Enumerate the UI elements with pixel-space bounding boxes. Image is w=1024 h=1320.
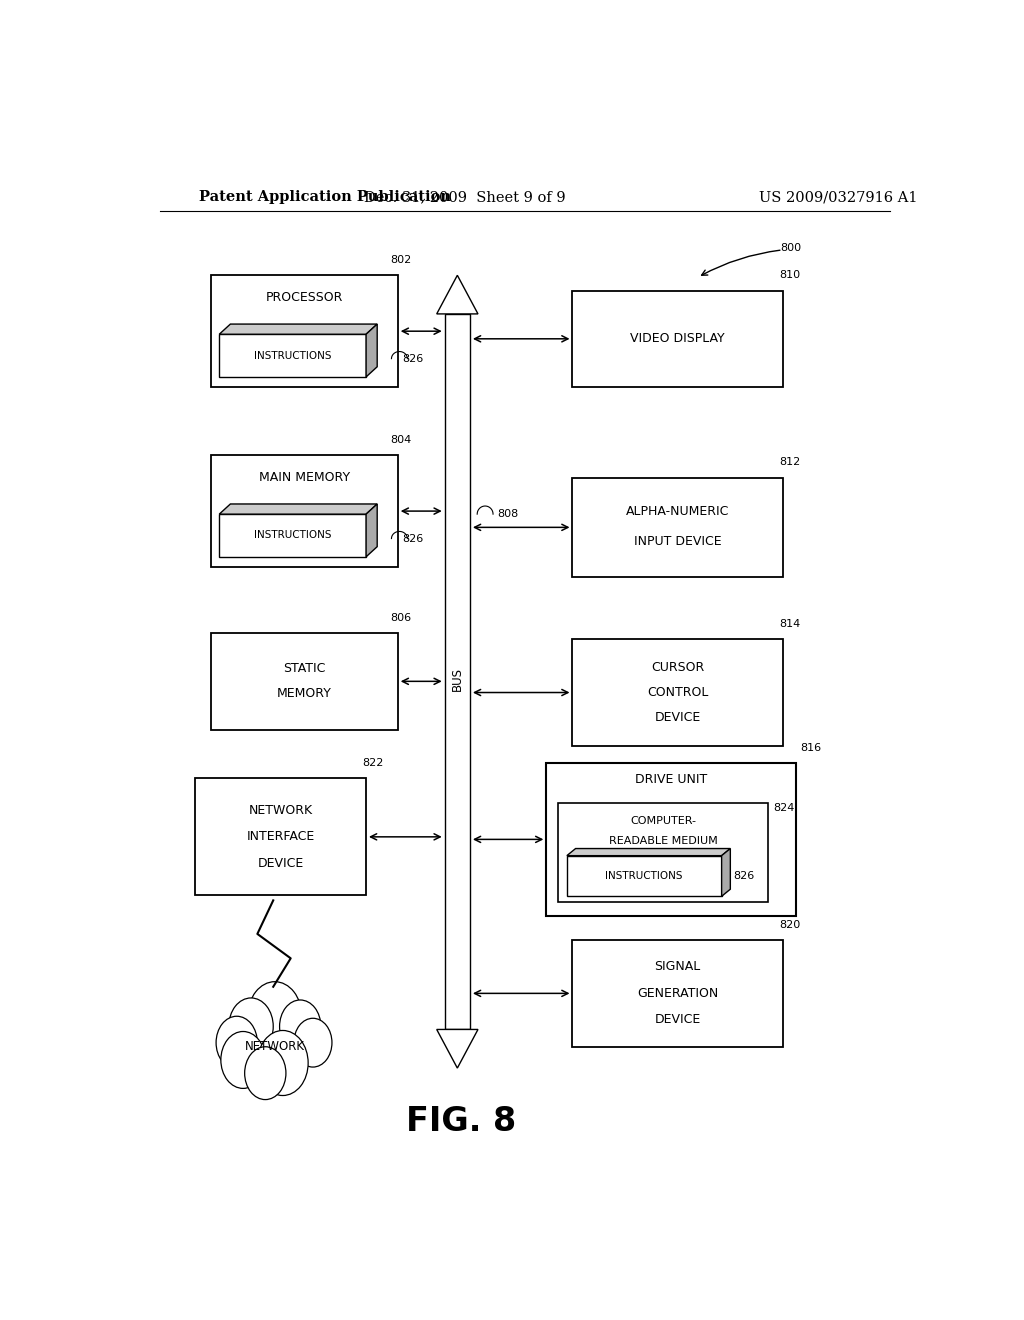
Text: INSTRUCTIONS: INSTRUCTIONS — [254, 531, 332, 540]
Text: COMPUTER-: COMPUTER- — [631, 816, 696, 826]
Text: 822: 822 — [362, 758, 383, 768]
Polygon shape — [567, 849, 730, 855]
Text: 826: 826 — [401, 354, 423, 363]
Text: INTERFACE: INTERFACE — [247, 830, 315, 843]
Polygon shape — [367, 325, 377, 378]
Bar — [572, 478, 782, 577]
Circle shape — [221, 1031, 265, 1089]
Polygon shape — [219, 325, 377, 334]
Bar — [211, 634, 397, 730]
Circle shape — [257, 1031, 308, 1096]
Text: PROCESSOR: PROCESSOR — [266, 292, 343, 304]
Text: Patent Application Publication: Patent Application Publication — [200, 190, 452, 205]
Text: DEVICE: DEVICE — [654, 1014, 700, 1026]
Text: DRIVE UNIT: DRIVE UNIT — [635, 774, 708, 785]
Text: 802: 802 — [390, 255, 412, 265]
Bar — [572, 940, 782, 1047]
Circle shape — [294, 1018, 332, 1067]
Bar — [572, 290, 782, 387]
Text: 824: 824 — [773, 803, 795, 813]
Bar — [219, 513, 367, 557]
Text: DEVICE: DEVICE — [258, 857, 304, 870]
Bar — [572, 639, 782, 746]
Bar — [546, 763, 797, 916]
Text: 814: 814 — [779, 619, 800, 630]
Text: 816: 816 — [800, 743, 821, 752]
Text: 820: 820 — [779, 920, 800, 929]
Text: 826: 826 — [733, 871, 755, 880]
Polygon shape — [219, 504, 377, 515]
Text: CURSOR: CURSOR — [651, 660, 705, 673]
Text: 810: 810 — [779, 271, 800, 280]
Text: 826: 826 — [401, 533, 423, 544]
Text: NETWORK: NETWORK — [245, 1040, 305, 1053]
Text: 812: 812 — [779, 458, 800, 467]
Text: INSTRUCTIONS: INSTRUCTIONS — [254, 351, 332, 360]
Text: VIDEO DISPLAY: VIDEO DISPLAY — [630, 333, 725, 346]
Text: FIG. 8: FIG. 8 — [407, 1105, 516, 1138]
Text: STATIC: STATIC — [284, 661, 326, 675]
Text: 806: 806 — [390, 612, 411, 623]
Text: MEMORY: MEMORY — [278, 686, 332, 700]
Bar — [567, 855, 722, 896]
Text: GENERATION: GENERATION — [637, 987, 718, 999]
Bar — [219, 334, 367, 378]
FancyArrow shape — [436, 276, 478, 314]
Text: INPUT DEVICE: INPUT DEVICE — [634, 535, 721, 548]
Bar — [196, 779, 367, 895]
Circle shape — [248, 982, 302, 1051]
FancyArrow shape — [436, 1030, 478, 1068]
Circle shape — [245, 1047, 286, 1100]
Text: MAIN MEMORY: MAIN MEMORY — [259, 471, 350, 484]
Text: DEVICE: DEVICE — [654, 711, 700, 725]
Text: CONTROL: CONTROL — [647, 686, 709, 700]
Bar — [211, 455, 397, 568]
Text: 804: 804 — [390, 436, 412, 445]
Text: NETWORK: NETWORK — [249, 804, 312, 817]
Text: 808: 808 — [497, 510, 518, 519]
Bar — [211, 276, 397, 387]
Polygon shape — [722, 849, 730, 896]
Text: INSTRUCTIONS: INSTRUCTIONS — [605, 871, 683, 880]
Text: ALPHA-NUMERIC: ALPHA-NUMERIC — [626, 504, 729, 517]
Bar — [558, 803, 768, 903]
Text: SIGNAL: SIGNAL — [654, 961, 700, 973]
Text: READABLE MEDIUM: READABLE MEDIUM — [609, 837, 718, 846]
Polygon shape — [367, 504, 377, 557]
Text: 800: 800 — [780, 243, 802, 253]
Bar — [444, 314, 470, 1030]
Text: Dec. 31, 2009  Sheet 9 of 9: Dec. 31, 2009 Sheet 9 of 9 — [365, 190, 566, 205]
Circle shape — [228, 998, 273, 1055]
Circle shape — [216, 1016, 257, 1069]
Text: US 2009/0327916 A1: US 2009/0327916 A1 — [759, 190, 918, 205]
Circle shape — [280, 1001, 321, 1053]
Text: BUS: BUS — [451, 667, 464, 690]
